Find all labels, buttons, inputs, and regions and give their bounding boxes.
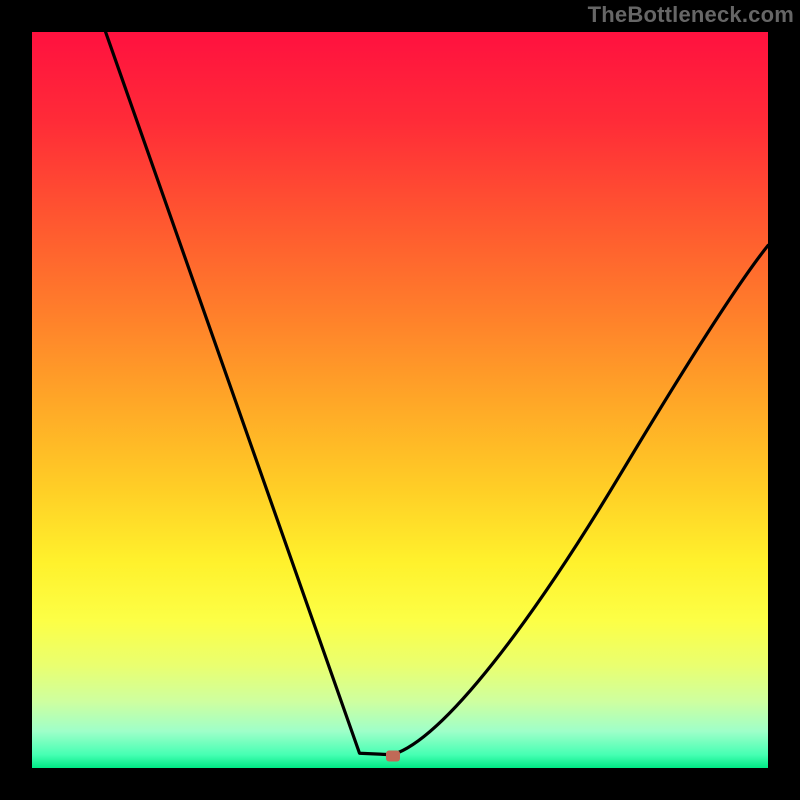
plot-svg	[32, 32, 768, 768]
gradient-background	[32, 32, 768, 768]
optimum-marker	[386, 751, 400, 762]
watermark-text: TheBottleneck.com	[588, 2, 794, 28]
chart-stage: TheBottleneck.com	[0, 0, 800, 800]
